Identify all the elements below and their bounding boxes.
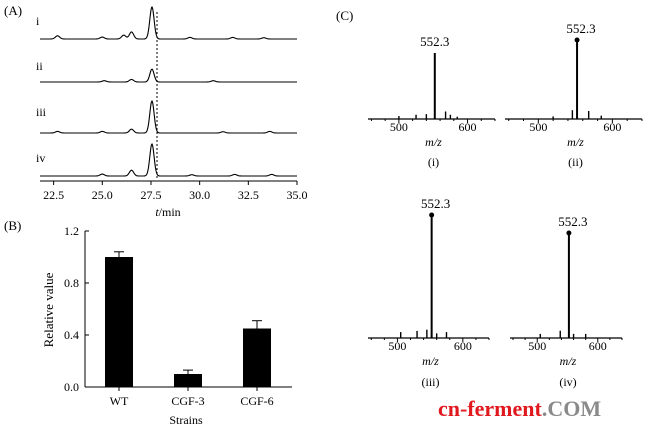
y-tick-label: 0.4 <box>64 328 79 342</box>
x-tick-label: 32.5 <box>238 188 259 202</box>
watermark-logo: cn-ferment.COM <box>438 396 601 421</box>
x-axis-title: t/min <box>155 205 180 219</box>
peak-marker <box>429 212 435 218</box>
panel-c: 500 600 552.3 m/z (i) 500 600 552.3 m/z (ii) 500 60… <box>368 21 643 389</box>
x-tick-label: 500 <box>529 120 547 134</box>
x-tick-label: 600 <box>454 339 472 353</box>
y-tick-label: 0.0 <box>64 380 79 394</box>
peak-label: 552.3 <box>421 196 450 211</box>
category-label: WT <box>110 394 129 408</box>
x-tick-label: 500 <box>390 120 408 134</box>
x-tick-label: 22.5 <box>43 188 64 202</box>
y-tick-group: 0.0 0.4 0.8 1.2 <box>64 224 89 394</box>
trace-label-i: i <box>36 14 40 28</box>
x-tick-label: 500 <box>388 339 406 353</box>
category-label: CGF-3 <box>171 394 204 408</box>
bar <box>243 328 271 387</box>
category-label: CGF-6 <box>240 394 273 408</box>
panel-b-label: (B) <box>4 218 21 233</box>
x-tick-label: 600 <box>459 120 477 134</box>
trace-label-iv: iv <box>36 151 45 165</box>
peak-label: 552.3 <box>558 214 587 229</box>
x-axis-title: m/z <box>425 135 442 149</box>
subplot-label: (ii) <box>568 155 583 169</box>
x-tick-label: 25.0 <box>92 188 113 202</box>
x-tick-label: 35.0 <box>287 188 308 202</box>
peak-marker <box>574 37 580 43</box>
bar-group: WT CGF-3 CGF-6 <box>105 251 274 408</box>
chromatogram-trace-iv <box>40 142 297 177</box>
peak-marker <box>566 230 572 236</box>
x-axis-title: Strains <box>169 413 203 427</box>
panel-c-label: (C) <box>336 8 353 23</box>
peak-label: 552.3 <box>566 21 595 36</box>
x-axis-title: m/z <box>560 354 577 368</box>
y-tick-label: 1.2 <box>64 224 79 238</box>
x-tick-group: 22.5 25.0 27.5 30.0 32.5 35.0 <box>43 181 308 202</box>
x-tick-label: 500 <box>528 339 546 353</box>
x-tick-label: 600 <box>603 120 621 134</box>
chromatogram-trace-iii <box>40 99 297 134</box>
subplot-label: (iv) <box>559 375 576 389</box>
panel-a: i ii iii iv 22.5 25.0 27.5 30.0 32.5 35.0 t/m… <box>36 5 308 219</box>
chromatogram-trace-ii <box>40 68 297 83</box>
y-axis-title: Relative value <box>41 272 56 347</box>
chromatogram-trace-i <box>40 5 297 40</box>
subplot-label: (i) <box>428 155 439 169</box>
x-axis-title: m/z <box>567 135 584 149</box>
panel-b: 0.0 0.4 0.8 1.2 WT CGF-3 CGF-6 Relative value… <box>41 224 292 427</box>
y-tick-label: 0.8 <box>64 276 79 290</box>
peak-label: 552.3 <box>420 34 449 49</box>
panel-a-label: (A) <box>4 3 22 18</box>
x-tick-label: 600 <box>589 339 607 353</box>
trace-label-ii: ii <box>36 59 43 73</box>
bar <box>105 257 133 387</box>
trace-label-iii: iii <box>36 105 47 119</box>
x-tick-label: 27.5 <box>140 188 161 202</box>
x-axis-title: m/z <box>422 354 439 368</box>
subplot-label: (iii) <box>422 375 440 389</box>
bar <box>174 374 202 387</box>
x-tick-label: 30.0 <box>189 188 210 202</box>
